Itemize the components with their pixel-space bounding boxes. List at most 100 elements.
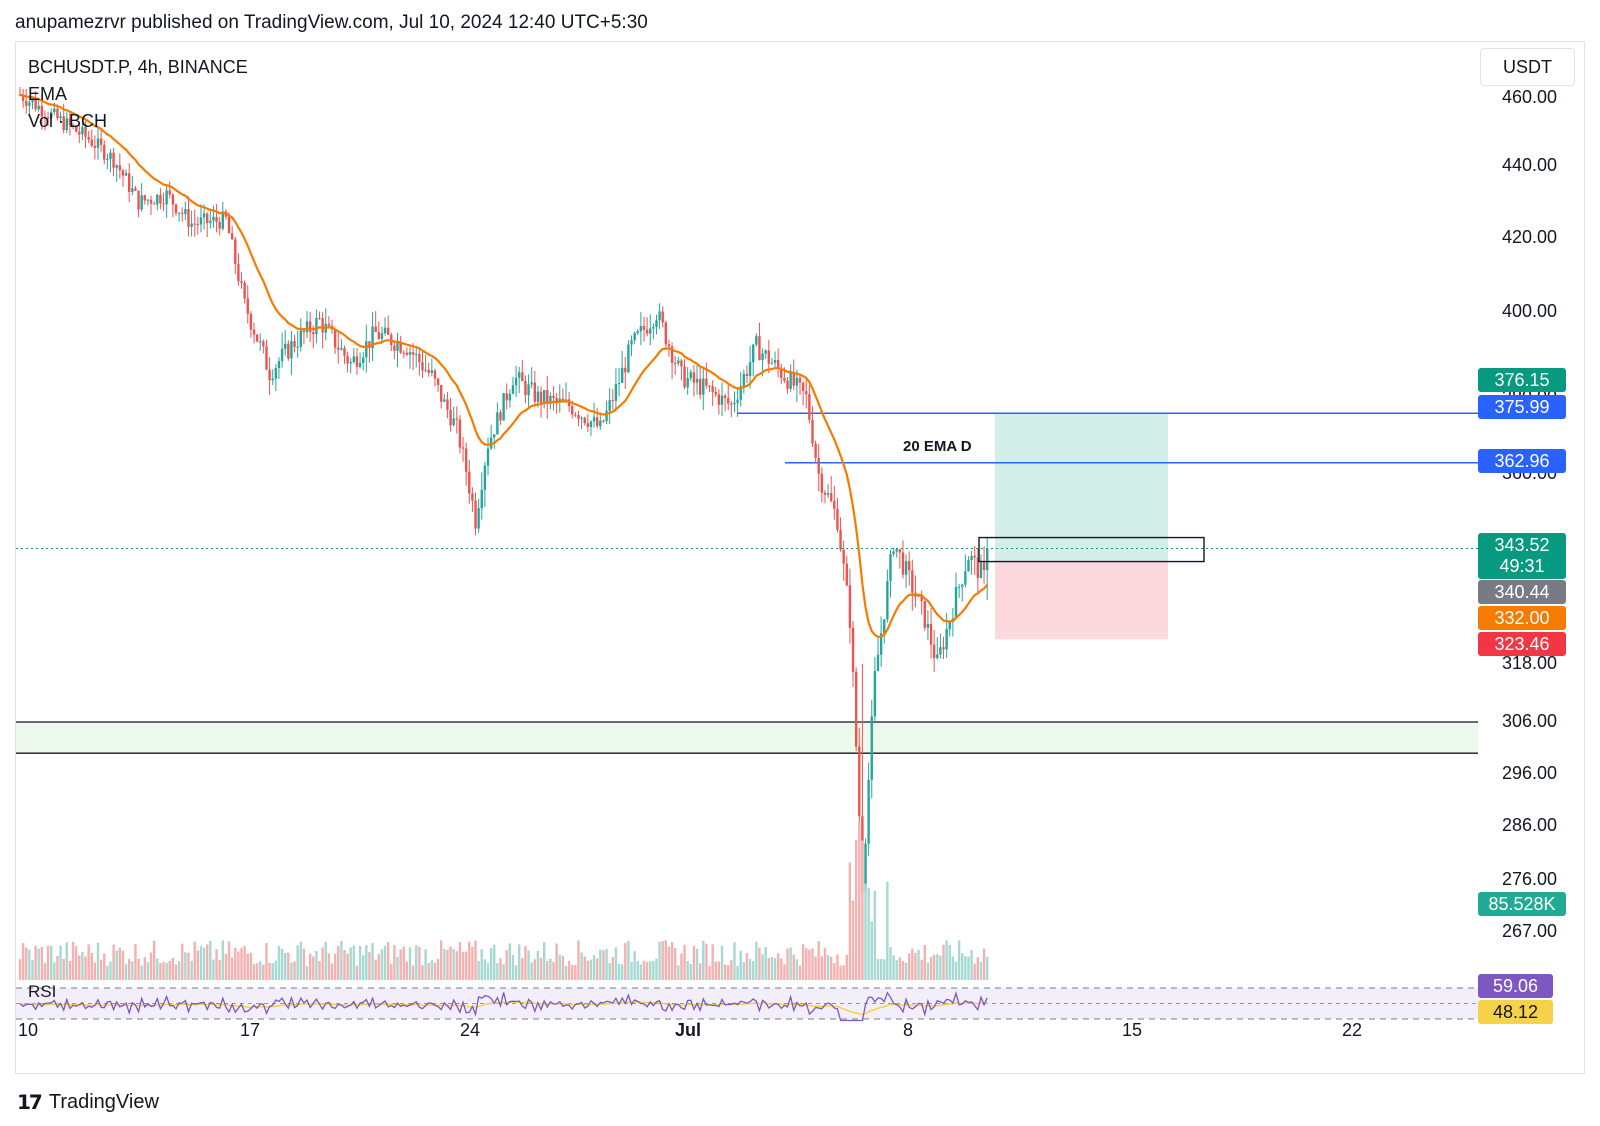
volume-bar [443,949,446,980]
volume-bar [218,960,221,980]
candle-body [848,585,852,628]
volume-bar [533,959,536,980]
volume-bar [614,947,618,980]
candle-body [982,562,986,571]
volume-bar [68,960,72,980]
candle-body [773,360,777,363]
candle-body [449,409,452,426]
volume-bar [848,862,852,980]
volume-bar [171,957,175,980]
volume-bar [770,957,774,980]
volume-bar [315,951,318,980]
candle-body [814,443,817,458]
price-axis-label: 296.00 [1501,763,1557,783]
candle-body [99,138,103,145]
candle-body [817,457,820,474]
volume-bar [46,945,50,980]
volume-bar [945,940,948,980]
price-axis-label: 420.00 [1501,227,1557,247]
volume-bar [914,952,917,980]
candle-body [689,372,692,379]
candle-body [755,336,758,345]
volume-bar [574,965,577,980]
ema-annotation: 20 EMA D [903,438,972,455]
currency-button[interactable]: USDT [1480,48,1575,86]
candle-body [645,329,649,334]
symbol-label[interactable]: BCHUSDT.P, 4h, BINANCE [28,57,248,77]
volume-bar [851,900,855,980]
volume-bar [564,965,568,980]
volume-bar [287,952,290,980]
volume-bar [589,959,593,980]
volume-bar [71,941,75,980]
ema-label[interactable]: EMA [28,84,68,104]
volume-bar [249,952,253,980]
candle-body [895,549,898,552]
candle-body [805,391,808,395]
volume-bar [418,946,421,980]
candle-body [589,421,593,427]
volume-bar [808,949,811,980]
volume-bar [917,949,920,980]
volume-bar [427,963,430,980]
candle-body [240,281,243,283]
volume-bar [290,962,293,980]
candle-body [499,412,502,421]
candle-body [577,415,580,419]
volume-bar [162,961,165,980]
volume-bar [957,940,961,980]
volume-bar [78,955,81,980]
candle-body [739,386,742,400]
candle-body [571,406,574,415]
candle-body [115,165,118,168]
volume-bar [571,965,574,980]
time-axis-label: 17 [240,1020,261,1040]
volume-bar [661,941,664,980]
volume-bar [752,961,755,980]
volume-bar [146,962,150,980]
candle-body [954,586,958,619]
candle-body [255,334,259,342]
candle-body [277,361,281,369]
candle-body [290,341,293,359]
volume-bar [380,949,384,980]
candle-body [808,394,811,420]
volume-bar [867,887,870,980]
candle-body [830,493,833,501]
candle-body [926,623,930,628]
volume-bar [118,947,122,980]
volume-bar [805,948,808,980]
volume-bar [96,942,100,980]
candle-body [221,211,224,229]
volume-bar [464,951,468,980]
tradingview-logo-icon[interactable]: 𝟭𝟳 [17,1092,43,1114]
candle-body [854,671,858,747]
candle-body [767,350,770,364]
candle-body [43,116,47,118]
volume-bar [187,952,190,980]
candle-body [549,395,552,404]
volume-bar [736,965,739,980]
volume-bar [964,955,967,980]
candle-body [898,549,902,553]
volume-bar [99,959,103,980]
candle-body [611,400,614,402]
candle-body [415,353,418,355]
candle-body [552,395,555,398]
volume-bar [982,948,986,980]
candle-body [586,423,590,427]
volume-bar [605,948,608,980]
volume-bar [65,942,68,980]
rsi-label[interactable]: RSI [28,982,57,1001]
candle-body [677,360,680,364]
candle-body [383,327,387,334]
volume-bar [892,955,895,980]
volume-bar [206,944,209,980]
candle-body [87,136,90,140]
volume-bar [611,956,614,980]
candle-body [386,327,390,335]
volume-label[interactable]: Vol · BCH [28,111,108,131]
candle-body [474,500,477,529]
candles [18,86,989,911]
